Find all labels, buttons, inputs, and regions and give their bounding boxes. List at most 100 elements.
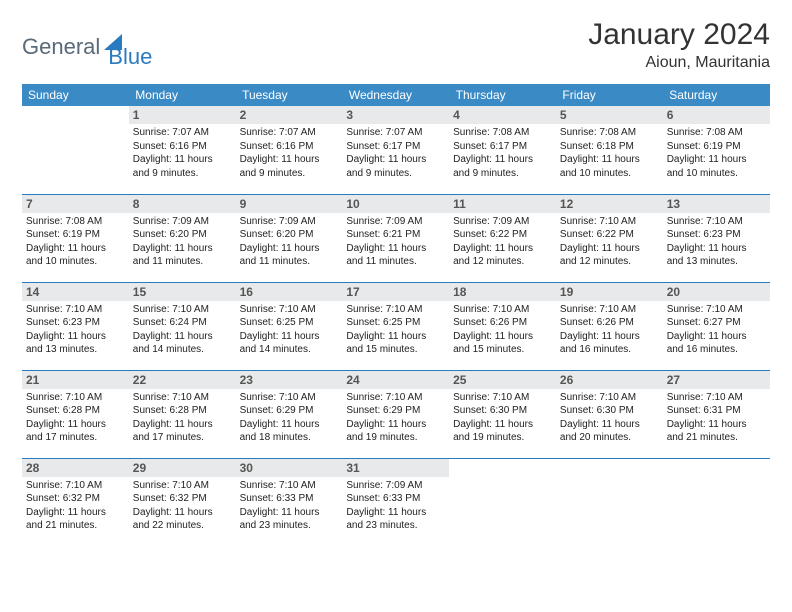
- calendar-cell: 20Sunrise: 7:10 AMSunset: 6:27 PMDayligh…: [663, 282, 770, 370]
- day-number: 21: [22, 371, 129, 389]
- day-number: 13: [663, 195, 770, 213]
- calendar-cell: 9 Sunrise: 7:09 AMSunset: 6:20 PMDaylight…: [236, 194, 343, 282]
- calendar-cell: 11 Sunrise: 7:09 AMSunset: 6:22 PMDayligh…: [449, 194, 556, 282]
- day-number: 9: [236, 195, 343, 213]
- calendar-cell: 15 Sunrise: 7:10 AMSunset: 6:24 PMDayligh…: [129, 282, 236, 370]
- day-info: Sunrise: 7:10 AMSunset: 6:28 PMDaylight:…: [26, 391, 125, 445]
- calendar-cell: 22 Sunrise: 7:10 AMSunset: 6:28 PMDayligh…: [129, 370, 236, 458]
- calendar-cell: 19 Sunrise: 7:10 AMSunset: 6:26 PMDayligh…: [556, 282, 663, 370]
- calendar-cell: 23Sunrise: 7:10 AMSunset: 6:29 PMDayligh…: [236, 370, 343, 458]
- day-number: 20: [663, 283, 770, 301]
- day-info: Sunrise: 7:10 AMSunset: 6:31 PMDaylight:…: [667, 391, 766, 445]
- day-info: Sunrise: 7:10 AMSunset: 6:32 PMDaylight:…: [133, 479, 232, 533]
- day-number: 26: [556, 371, 663, 389]
- day-number: 5: [556, 106, 663, 124]
- day-info: Sunrise: 7:10 AMSunset: 6:25 PMDaylight:…: [240, 303, 339, 357]
- day-info: Sunrise: 7:07 AMSunset: 6:16 PMDaylight:…: [133, 126, 232, 180]
- title-block: January 2024 Aioun, Mauritania: [588, 18, 770, 72]
- day-info: Sunrise: 7:10 AMSunset: 6:24 PMDaylight:…: [133, 303, 232, 357]
- day-number: 22: [129, 371, 236, 389]
- calendar-week-row: 28Sunrise: 7:10 AMSunset: 6:32 PMDayligh…: [22, 458, 770, 546]
- day-number: 6: [663, 106, 770, 124]
- day-info: Sunrise: 7:10 AMSunset: 6:22 PMDaylight:…: [560, 215, 659, 269]
- day-number: 29: [129, 459, 236, 477]
- calendar-cell: 14Sunrise: 7:10 AMSunset: 6:23 PMDayligh…: [22, 282, 129, 370]
- logo: General Blue: [22, 24, 152, 70]
- day-number: 17: [342, 283, 449, 301]
- day-info: Sunrise: 7:10 AMSunset: 6:26 PMDaylight:…: [560, 303, 659, 357]
- calendar-cell: 3Sunrise: 7:07 AMSunset: 6:17 PMDaylight…: [342, 106, 449, 194]
- day-info: Sunrise: 7:08 AMSunset: 6:17 PMDaylight:…: [453, 126, 552, 180]
- day-number: 16: [236, 283, 343, 301]
- page-subtitle: Aioun, Mauritania: [588, 54, 770, 72]
- day-number: 11: [449, 195, 556, 213]
- day-header: Saturday: [663, 84, 770, 106]
- calendar-cell: [22, 106, 129, 194]
- calendar-cell: [663, 458, 770, 546]
- day-info: Sunrise: 7:09 AMSunset: 6:22 PMDaylight:…: [453, 215, 552, 269]
- day-number: 3: [342, 106, 449, 124]
- day-info: Sunrise: 7:08 AMSunset: 6:18 PMDaylight:…: [560, 126, 659, 180]
- day-number: 10: [342, 195, 449, 213]
- calendar-cell: 6 Sunrise: 7:08 AMSunset: 6:19 PMDaylight…: [663, 106, 770, 194]
- day-header: Wednesday: [342, 84, 449, 106]
- day-number: 30: [236, 459, 343, 477]
- calendar-cell: 8 Sunrise: 7:09 AMSunset: 6:20 PMDaylight…: [129, 194, 236, 282]
- day-number: 7: [22, 195, 129, 213]
- day-number: 12: [556, 195, 663, 213]
- calendar-cell: 30 Sunrise: 7:10 AMSunset: 6:33 PMDayligh…: [236, 458, 343, 546]
- calendar-cell: 13 Sunrise: 7:10 AMSunset: 6:23 PMDayligh…: [663, 194, 770, 282]
- calendar-cell: 2 Sunrise: 7:07 AMSunset: 6:16 PMDaylight…: [236, 106, 343, 194]
- day-number: 27: [663, 371, 770, 389]
- calendar-cell: 24 Sunrise: 7:10 AMSunset: 6:29 PMDayligh…: [342, 370, 449, 458]
- calendar-cell: 17 Sunrise: 7:10 AMSunset: 6:25 PMDayligh…: [342, 282, 449, 370]
- day-number: 2: [236, 106, 343, 124]
- day-number: 28: [22, 459, 129, 477]
- logo-text-blue: Blue: [108, 44, 152, 70]
- calendar-cell: 7 Sunrise: 7:08 AMSunset: 6:19 PMDaylight…: [22, 194, 129, 282]
- day-number: 8: [129, 195, 236, 213]
- day-number: 14: [22, 283, 129, 301]
- logo-text-general: General: [22, 34, 100, 60]
- calendar-cell: 5 Sunrise: 7:08 AMSunset: 6:18 PMDaylight…: [556, 106, 663, 194]
- day-number: 15: [129, 283, 236, 301]
- day-info: Sunrise: 7:10 AMSunset: 6:32 PMDaylight:…: [26, 479, 125, 533]
- day-info: Sunrise: 7:10 AMSunset: 6:23 PMDaylight:…: [667, 215, 766, 269]
- day-info: Sunrise: 7:10 AMSunset: 6:26 PMDaylight:…: [453, 303, 552, 357]
- day-info: Sunrise: 7:08 AMSunset: 6:19 PMDaylight:…: [667, 126, 766, 180]
- calendar-cell: 26 Sunrise: 7:10 AMSunset: 6:30 PMDayligh…: [556, 370, 663, 458]
- day-number: 23: [236, 371, 343, 389]
- day-header: Sunday: [22, 84, 129, 106]
- day-info: Sunrise: 7:09 AMSunset: 6:20 PMDaylight:…: [240, 215, 339, 269]
- day-info: Sunrise: 7:08 AMSunset: 6:19 PMDaylight:…: [26, 215, 125, 269]
- day-info: Sunrise: 7:07 AMSunset: 6:16 PMDaylight:…: [240, 126, 339, 180]
- day-number: 25: [449, 371, 556, 389]
- calendar-cell: 25Sunrise: 7:10 AMSunset: 6:30 PMDayligh…: [449, 370, 556, 458]
- page-title: January 2024: [588, 18, 770, 52]
- day-info: Sunrise: 7:10 AMSunset: 6:30 PMDaylight:…: [560, 391, 659, 445]
- day-info: Sunrise: 7:10 AMSunset: 6:25 PMDaylight:…: [346, 303, 445, 357]
- day-info: Sunrise: 7:09 AMSunset: 6:33 PMDaylight:…: [346, 479, 445, 533]
- calendar-cell: 1 Sunrise: 7:07 AMSunset: 6:16 PMDaylight…: [129, 106, 236, 194]
- day-info: Sunrise: 7:10 AMSunset: 6:33 PMDaylight:…: [240, 479, 339, 533]
- calendar-cell: 4Sunrise: 7:08 AMSunset: 6:17 PMDaylight…: [449, 106, 556, 194]
- day-header: Monday: [129, 84, 236, 106]
- calendar-week-row: 1Sunrise: 7:07 AMSunset: 6:16 PMDaylight…: [22, 106, 770, 194]
- calendar-table: SundayMondayTuesdayWednesdayThursdayFrid…: [22, 84, 770, 546]
- day-info: Sunrise: 7:10 AMSunset: 6:28 PMDaylight:…: [133, 391, 232, 445]
- day-header: Thursday: [449, 84, 556, 106]
- calendar-cell: 28 Sunrise: 7:10 AMSunset: 6:32 PMDayligh…: [22, 458, 129, 546]
- calendar-week-row: 14Sunrise: 7:10 AMSunset: 6:23 PMDayligh…: [22, 282, 770, 370]
- calendar-cell: 29 Sunrise: 7:10 AMSunset: 6:32 PMDayligh…: [129, 458, 236, 546]
- day-info: Sunrise: 7:10 AMSunset: 6:29 PMDaylight:…: [346, 391, 445, 445]
- calendar-cell: 12 Sunrise: 7:10 AMSunset: 6:22 PMDayligh…: [556, 194, 663, 282]
- calendar-cell: [449, 458, 556, 546]
- day-header: Tuesday: [236, 84, 343, 106]
- day-info: Sunrise: 7:09 AMSunset: 6:20 PMDaylight:…: [133, 215, 232, 269]
- day-number: 19: [556, 283, 663, 301]
- day-number: 1: [129, 106, 236, 124]
- day-number: 24: [342, 371, 449, 389]
- day-info: Sunrise: 7:09 AMSunset: 6:21 PMDaylight:…: [346, 215, 445, 269]
- calendar-week-row: 21Sunrise: 7:10 AMSunset: 6:28 PMDayligh…: [22, 370, 770, 458]
- day-number: 18: [449, 283, 556, 301]
